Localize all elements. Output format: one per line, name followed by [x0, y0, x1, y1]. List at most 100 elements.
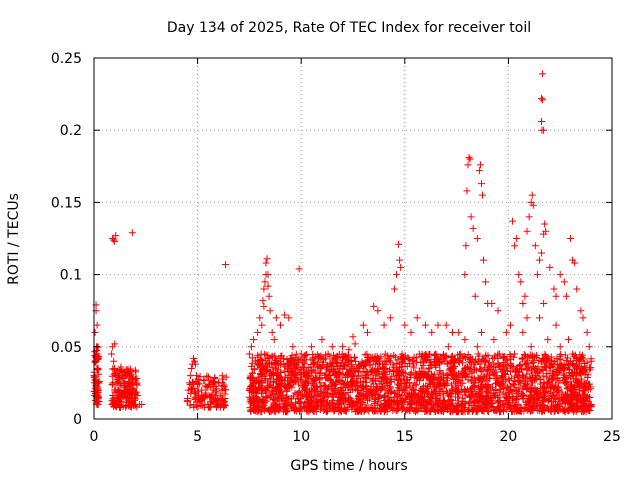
band-point [363, 386, 371, 394]
band-point [345, 358, 353, 366]
data-point [254, 328, 262, 336]
data-point [515, 271, 523, 279]
data-point [110, 357, 118, 365]
band-point [542, 392, 550, 400]
band-point [335, 350, 343, 358]
data-point [473, 343, 481, 351]
band-point [520, 350, 528, 358]
band-point [515, 378, 523, 386]
band-point [455, 351, 463, 359]
band-point [490, 391, 498, 399]
data-point [266, 307, 274, 315]
band-point [423, 372, 431, 380]
band-point [393, 393, 401, 401]
data-point [345, 346, 353, 354]
data-point [111, 237, 119, 245]
band-point [556, 360, 564, 368]
band-point [363, 404, 371, 412]
band-point [389, 361, 397, 369]
band-point [254, 353, 262, 361]
band-point [349, 371, 357, 379]
data-point [539, 96, 547, 104]
band-point [275, 404, 283, 412]
band-point [371, 353, 379, 361]
data-point [506, 321, 514, 329]
band-point [509, 402, 517, 410]
data-point [573, 285, 581, 293]
band-point [296, 406, 304, 414]
band-point [461, 352, 469, 360]
data-point [364, 328, 372, 336]
band-point [260, 373, 268, 381]
band-point [371, 397, 379, 405]
data-point [308, 393, 316, 401]
band-point [374, 395, 382, 403]
band-point [568, 382, 576, 390]
band-point [320, 407, 328, 415]
band-point [301, 360, 309, 368]
band-point [259, 395, 267, 403]
band-point [553, 374, 561, 382]
band-point [494, 360, 502, 368]
band-point [501, 353, 509, 361]
chart-title: Day 134 of 2025, Rate Of TEC Index for r… [167, 20, 531, 36]
band-point [386, 368, 394, 376]
band-point [330, 380, 338, 388]
band-point [398, 406, 406, 414]
band-point [196, 401, 204, 409]
band-point [281, 373, 289, 381]
band-point [539, 366, 547, 374]
band-point [190, 401, 198, 409]
band-point [374, 385, 382, 393]
data-point [475, 167, 483, 175]
band-point [466, 355, 474, 363]
band-point [470, 383, 478, 391]
band-point [341, 361, 349, 369]
band-point [516, 360, 524, 368]
band-point [307, 402, 315, 410]
band-point [503, 367, 511, 375]
band-point [513, 395, 521, 403]
data-point [316, 375, 324, 383]
data-point [297, 350, 305, 358]
band-point [563, 384, 571, 392]
band-point [544, 404, 552, 412]
data-point [279, 395, 287, 403]
band-point [461, 365, 469, 373]
band-point [219, 375, 227, 383]
data-point [521, 292, 529, 300]
data-point [247, 343, 255, 351]
band-point [577, 375, 585, 383]
data-point [113, 393, 121, 401]
band-point [252, 393, 260, 401]
data-point [263, 255, 271, 263]
band-point [436, 368, 444, 376]
band-point [252, 405, 260, 413]
band-point [108, 396, 116, 404]
band-point [458, 394, 466, 402]
data-point [299, 383, 307, 391]
band-point [311, 368, 319, 376]
band-point [261, 399, 269, 407]
data-point [540, 299, 548, 307]
band-point [398, 368, 406, 376]
band-point [416, 401, 424, 409]
band-point [473, 405, 481, 413]
band-point [565, 369, 573, 377]
data-point [94, 401, 102, 409]
data-point [469, 224, 477, 232]
data-point [533, 271, 541, 279]
data-point [469, 379, 477, 387]
data-point [498, 372, 506, 380]
data-point [424, 372, 432, 380]
band-point [362, 378, 370, 386]
band-point [255, 361, 263, 369]
band-point [264, 351, 272, 359]
band-point [466, 368, 474, 376]
band-point [561, 351, 569, 359]
band-point [425, 364, 433, 372]
data-point [428, 328, 436, 336]
band-point [294, 366, 302, 374]
data-point [587, 401, 595, 409]
data-point [258, 379, 266, 387]
